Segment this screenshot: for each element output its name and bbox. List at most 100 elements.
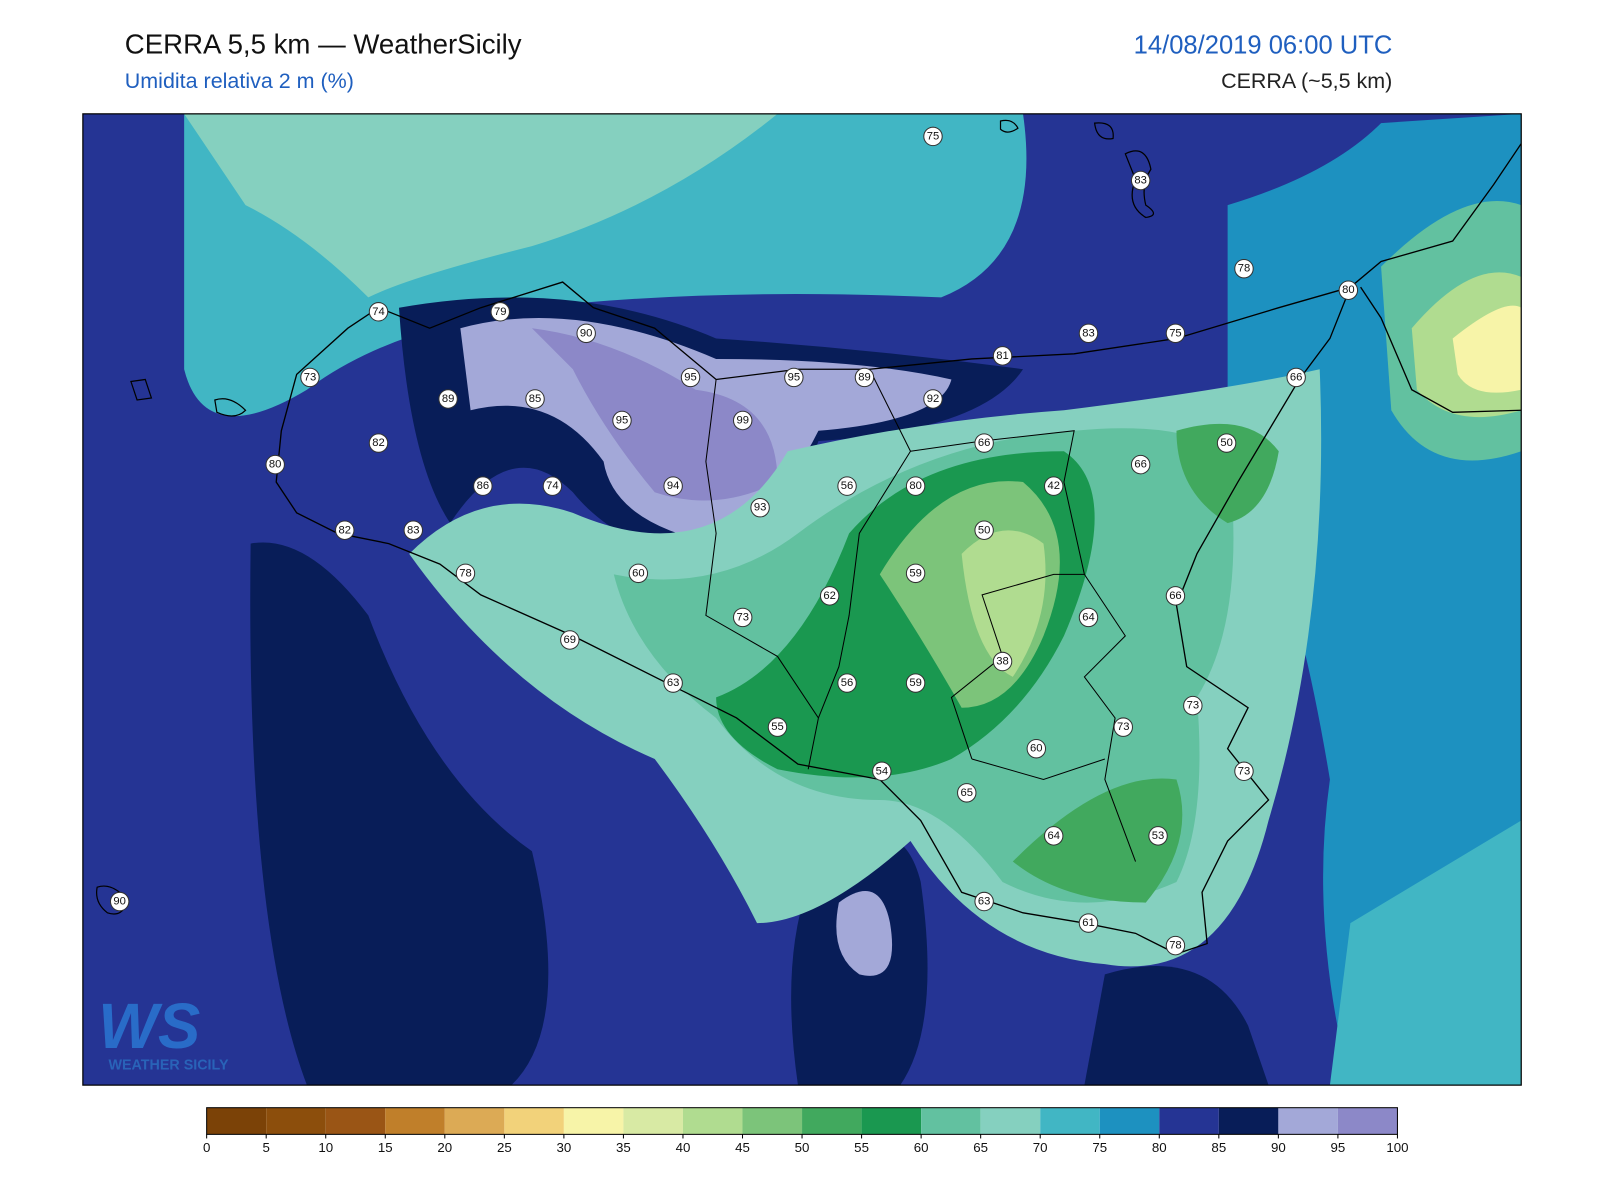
station-marker: [992, 346, 1013, 366]
station-value: 86: [477, 480, 489, 492]
colorbar-tick-label: 80: [1152, 1140, 1167, 1155]
station-value: 79: [494, 306, 506, 318]
colorbar-swatch: [1159, 1107, 1219, 1135]
station-value: 78: [1238, 263, 1250, 275]
station-marker: [368, 433, 389, 453]
station-marker: [1078, 913, 1099, 933]
colorbar-swatch: [921, 1107, 981, 1135]
station-value: 64: [1047, 830, 1059, 842]
colorbar-tick-label: 100: [1386, 1140, 1408, 1155]
colorbar-swatch: [444, 1107, 505, 1135]
station-marker: [1216, 433, 1237, 453]
station-value: 50: [978, 524, 990, 536]
colorbar-tick-label: 15: [378, 1140, 393, 1155]
station-value: 74: [372, 306, 384, 318]
station-marker: [1078, 323, 1099, 344]
station-marker: [473, 476, 493, 496]
station-value: 62: [823, 590, 835, 602]
colorbar-tick-label: 30: [556, 1140, 571, 1155]
station-marker: [1043, 826, 1064, 846]
station-value: 59: [909, 567, 921, 579]
station-value: 61: [1082, 917, 1094, 929]
station-marker: [663, 673, 683, 693]
station-marker: [974, 520, 994, 540]
station-marker: [974, 891, 994, 912]
station-value: 73: [1187, 700, 1199, 712]
colorbar-swatch: [980, 1107, 1041, 1135]
station-marker: [560, 630, 580, 650]
station-marker: [300, 367, 320, 388]
station-marker: [1286, 367, 1306, 388]
colorbar-tick-label: 70: [1033, 1140, 1048, 1155]
colorbar-swatch: [563, 1107, 624, 1135]
colorbar-tick-label: 10: [318, 1140, 333, 1155]
colorbar-swatch: [623, 1107, 683, 1135]
colorbar-swatch: [1040, 1107, 1100, 1135]
station-value: 73: [304, 371, 316, 383]
station-marker: [923, 389, 943, 409]
station-value: 60: [1030, 743, 1042, 755]
station-value: 53: [1152, 830, 1164, 842]
station-marker: [1130, 170, 1151, 191]
station-value: 80: [269, 459, 281, 471]
station-value: 64: [1082, 611, 1094, 623]
station-value: 73: [1117, 721, 1129, 733]
colorbar-tick-label: 85: [1211, 1140, 1226, 1155]
map-frame: [82, 113, 1522, 1086]
station-marker: [1165, 323, 1186, 344]
station-marker: [767, 717, 788, 737]
colorbar-tick-label: 50: [795, 1140, 810, 1155]
station-value: 83: [407, 524, 419, 536]
station-marker: [368, 302, 389, 322]
station-marker: [1026, 738, 1047, 759]
station-value: 75: [1169, 327, 1181, 339]
station-marker: [438, 389, 458, 409]
colorbar-swatch: [1278, 1107, 1338, 1135]
station-value: 95: [616, 415, 628, 427]
station-marker: [732, 607, 753, 628]
station-marker: [109, 891, 130, 912]
station-marker: [1165, 935, 1186, 956]
station-value: 99: [736, 415, 748, 427]
colorbar: 0 5 10 15 20 25 30 35 40 45 50 55 60 65 70 75 80 85 90 95 10…: [203, 1107, 1409, 1155]
station-marker: [1338, 280, 1359, 300]
station-marker: [1165, 586, 1186, 606]
colorbar-tick-label: 5: [262, 1140, 269, 1155]
station-marker: [1043, 476, 1064, 496]
datetime: 14/08/2019 06:00 UTC: [1134, 31, 1393, 59]
colorbar-swatch: [504, 1107, 564, 1135]
station-marker: [732, 410, 753, 431]
station-marker: [490, 302, 510, 322]
station-value: 75: [927, 130, 939, 142]
colorbar-swatch: [682, 1107, 743, 1135]
colorbar-tick-label: 0: [203, 1140, 210, 1155]
station-marker: [628, 563, 649, 584]
colorbar-tick-label: 65: [973, 1140, 988, 1155]
station-value: 66: [978, 437, 990, 449]
station-value: 93: [754, 502, 766, 514]
colorbar-tick-label: 40: [676, 1140, 691, 1155]
colorbar-tick-label: 25: [497, 1140, 512, 1155]
station-marker: [525, 389, 545, 409]
colorbar-tick-label: 35: [616, 1140, 631, 1155]
station-marker: [974, 433, 994, 453]
station-value: 42: [1047, 480, 1059, 492]
station-marker: [1234, 258, 1254, 279]
station-marker: [680, 367, 701, 388]
station-value: 80: [909, 480, 921, 492]
station-value: 69: [564, 634, 576, 646]
colorbar-swatch: [1099, 1107, 1160, 1135]
model-label: CERRA (~5,5 km): [1221, 69, 1392, 93]
colorbar-tick-label: 45: [735, 1140, 750, 1155]
station-value: 59: [909, 677, 921, 689]
station-marker: [784, 367, 804, 388]
station-marker: [819, 586, 840, 606]
station-value: 38: [996, 656, 1008, 668]
colorbar-swatch: [385, 1107, 445, 1135]
station-value: 66: [1169, 590, 1181, 602]
colorbar-tick-label: 75: [1092, 1140, 1107, 1155]
station-value: 50: [1220, 437, 1232, 449]
colorbar-swatch: [861, 1107, 922, 1135]
station-value: 90: [113, 896, 125, 908]
